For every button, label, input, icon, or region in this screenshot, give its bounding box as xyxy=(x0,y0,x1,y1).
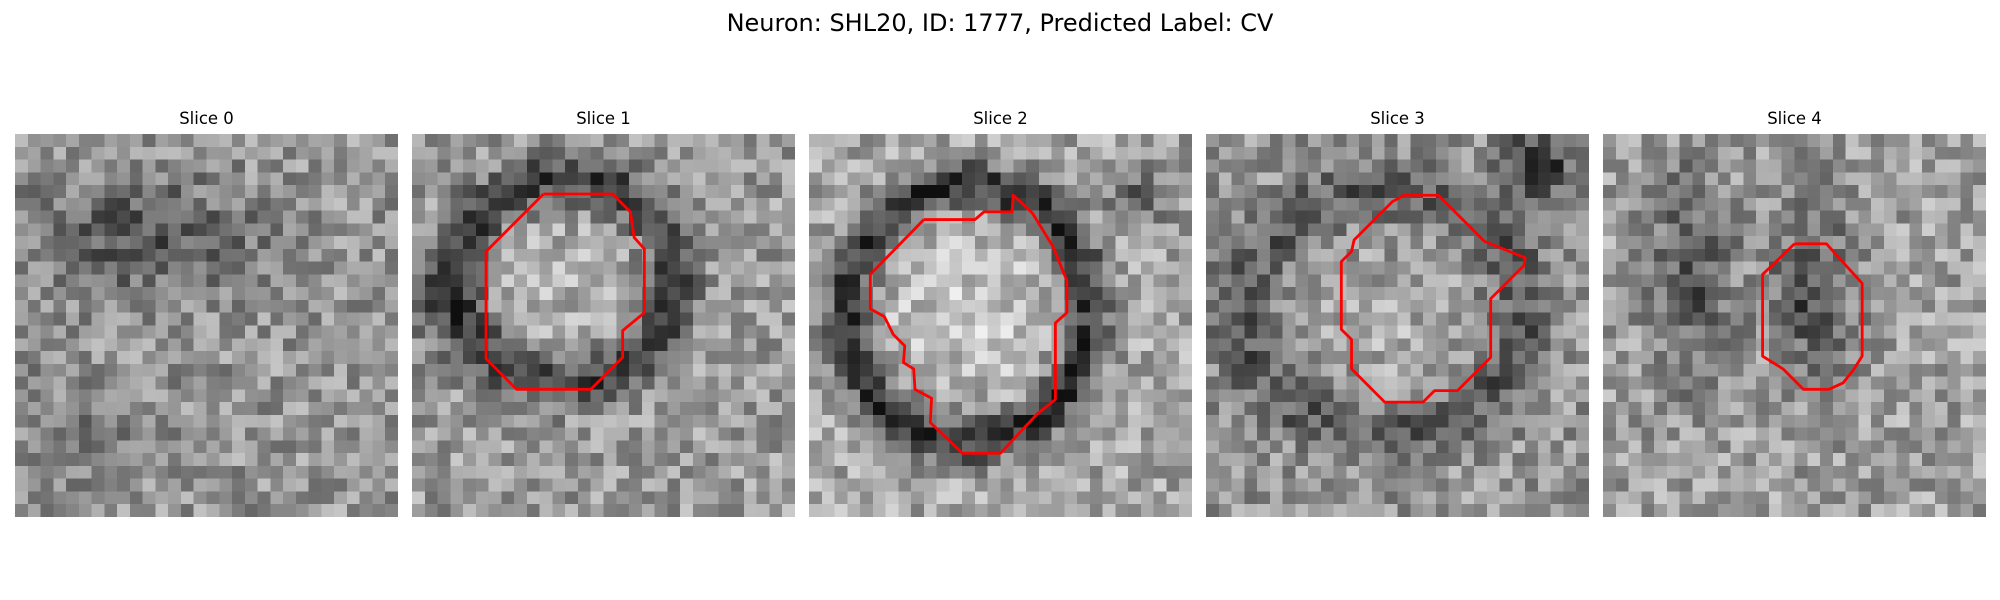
slice-image-3 xyxy=(1206,134,1589,517)
slice-image-0 xyxy=(15,134,398,517)
slice-image-1 xyxy=(412,134,795,517)
slice-title: Slice 2 xyxy=(809,108,1192,130)
figure-title: Neuron: SHL20, ID: 1777, Predicted Label… xyxy=(0,8,2000,38)
slice-panel-4: Slice 4 xyxy=(1603,108,1986,517)
slice-panel-1: Slice 1 xyxy=(412,108,795,517)
slice-title: Slice 1 xyxy=(412,108,795,130)
slice-panel-3: Slice 3 xyxy=(1206,108,1589,517)
slice-image-2 xyxy=(809,134,1192,517)
slice-title: Slice 4 xyxy=(1603,108,1986,130)
slice-image-4 xyxy=(1603,134,1986,517)
slice-title: Slice 3 xyxy=(1206,108,1589,130)
slice-title: Slice 0 xyxy=(15,108,398,130)
slice-panel-2: Slice 2 xyxy=(809,108,1192,517)
slice-panel-0: Slice 0 xyxy=(15,108,398,517)
